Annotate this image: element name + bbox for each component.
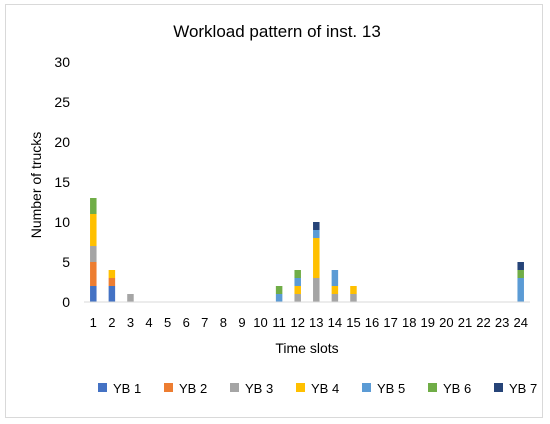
legend-swatch: [164, 383, 173, 392]
x-tick-label: 19: [421, 315, 435, 330]
bar-segment: [108, 286, 116, 302]
bar-segment: [275, 294, 283, 302]
legend-swatch: [296, 383, 305, 392]
x-tick-label: 23: [495, 315, 509, 330]
bar-segment: [275, 286, 283, 294]
bar-segment: [517, 262, 524, 270]
legend-label: YB 4: [311, 381, 339, 396]
x-tick-label: 9: [238, 315, 245, 330]
x-tick-label: 3: [127, 315, 134, 330]
bar-segment: [313, 238, 320, 278]
x-tick-label: 14: [328, 315, 342, 330]
bar-segment: [331, 294, 339, 302]
bar-segment: [90, 198, 97, 214]
bars: [90, 198, 524, 302]
x-tick-label: 2: [108, 315, 115, 330]
x-tick-label: 5: [164, 315, 171, 330]
bar-segment: [108, 270, 116, 278]
x-tick-label: 12: [290, 315, 304, 330]
bar-segment: [517, 278, 524, 302]
x-tick-label: 1: [90, 315, 97, 330]
x-tick-label: 24: [513, 315, 527, 330]
legend-label: YB 7: [509, 381, 537, 396]
y-tick-label: 10: [54, 214, 70, 230]
legend-swatch: [230, 383, 239, 392]
bar-segment: [127, 294, 134, 302]
x-tick-label: 8: [220, 315, 227, 330]
bar-segment: [350, 286, 357, 294]
legend-swatch: [98, 383, 107, 392]
chart-title: Workload pattern of inst. 13: [173, 22, 381, 41]
legend-label: YB 3: [245, 381, 273, 396]
chart-frame: Workload pattern of inst. 13 0 5 10 15 20 25 3…: [5, 4, 543, 418]
bar-segment: [90, 246, 97, 262]
y-tick-label: 25: [54, 94, 70, 110]
x-tick-label: 11: [272, 315, 286, 330]
legend-label: YB 2: [179, 381, 207, 396]
bar-segment: [90, 286, 97, 302]
bar-segment: [294, 294, 301, 302]
bar-segment: [517, 270, 524, 278]
bar-segment: [313, 222, 320, 230]
legend-swatch: [428, 383, 437, 392]
y-tick-label: 30: [54, 54, 70, 70]
x-tick-label: 17: [383, 315, 397, 330]
y-tick-label: 0: [62, 294, 70, 310]
legend-label: YB 6: [443, 381, 471, 396]
x-tick-label: 13: [309, 315, 323, 330]
x-tick-label: 18: [402, 315, 416, 330]
y-tick-label: 5: [62, 254, 70, 270]
legend-swatch: [494, 383, 503, 392]
x-tick-label: 20: [439, 315, 453, 330]
x-tick-label: 7: [201, 315, 208, 330]
x-tick-label: 4: [145, 315, 152, 330]
y-tick-label: 15: [54, 174, 70, 190]
bar-segment: [294, 286, 301, 294]
legend-swatch: [362, 383, 371, 392]
legend: YB 1 YB 2 YB 3 YB 4 YB 5 YB 6 YB 7: [98, 381, 537, 396]
legend-label: YB 1: [113, 381, 141, 396]
x-tick-label: 22: [476, 315, 490, 330]
y-tick-label: 20: [54, 134, 70, 150]
legend-label: YB 5: [377, 381, 405, 396]
x-tick-label: 10: [253, 315, 267, 330]
bar-segment: [331, 270, 339, 286]
bar-segment: [90, 262, 97, 286]
bar-segment: [294, 278, 301, 286]
bar-segment: [108, 278, 116, 286]
chart-svg: Workload pattern of inst. 13 05101520253…: [28, 22, 537, 396]
bar-segment: [313, 230, 320, 238]
bar-segment: [90, 214, 97, 246]
x-axis-ticks: 1 2 3 4 5 6 7 8 9 10 11 12 13 14 15 16 17 18 19 20 21 22 23 24: [90, 315, 528, 330]
x-tick-label: 21: [458, 315, 472, 330]
x-tick-label: 6: [183, 315, 190, 330]
bar-segment: [331, 286, 339, 294]
x-tick-label: 16: [365, 315, 379, 330]
bar-segment: [313, 278, 320, 302]
bar-segment: [294, 270, 301, 278]
x-tick-label: 15: [346, 315, 360, 330]
bar-segment: [350, 294, 357, 302]
y-axis-label: Number of trucks: [28, 132, 44, 239]
y-axis-ticks: 0 5 10 15 20 25 30: [54, 54, 70, 310]
x-axis-label: Time slots: [275, 340, 338, 356]
